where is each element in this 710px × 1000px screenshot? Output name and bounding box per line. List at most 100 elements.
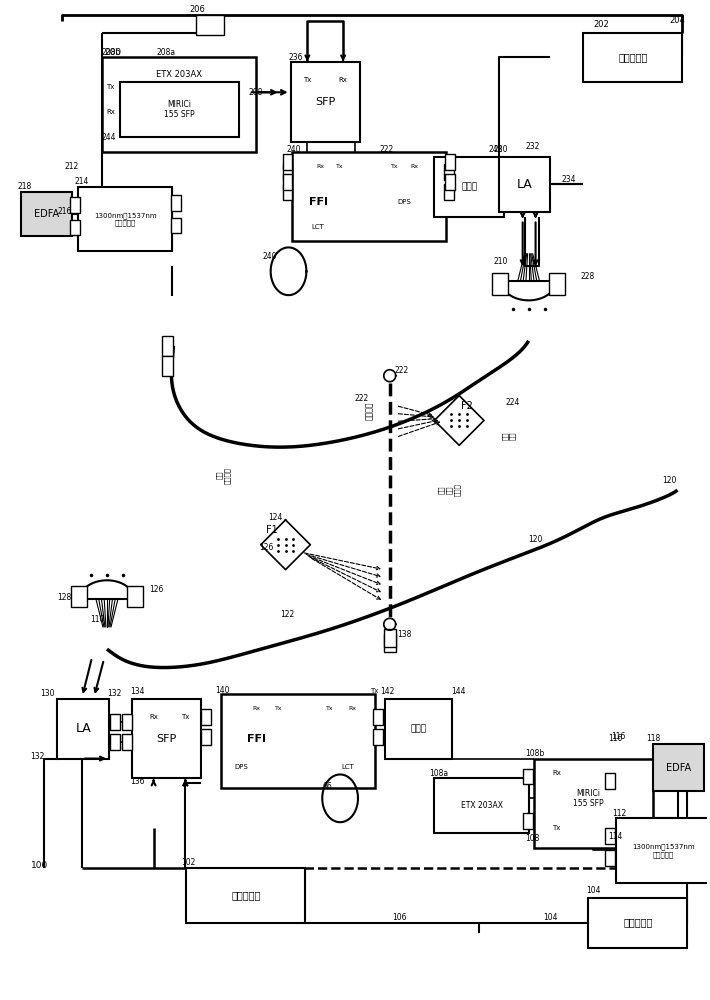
Text: 208a: 208a bbox=[157, 48, 175, 57]
Text: 240: 240 bbox=[263, 252, 277, 261]
Bar bbox=[122, 714, 132, 730]
Text: 222: 222 bbox=[395, 366, 409, 375]
Text: 216: 216 bbox=[58, 207, 72, 216]
Bar bbox=[58, 699, 109, 759]
Bar bbox=[444, 164, 454, 180]
Bar bbox=[444, 184, 454, 200]
Bar bbox=[605, 850, 615, 866]
Text: 120: 120 bbox=[529, 535, 543, 544]
Text: 222: 222 bbox=[380, 145, 394, 154]
Bar bbox=[127, 586, 143, 607]
Bar bbox=[605, 828, 615, 844]
Text: 116: 116 bbox=[611, 732, 626, 741]
Text: FFI: FFI bbox=[247, 734, 266, 744]
Text: 234: 234 bbox=[562, 175, 576, 184]
Text: 112: 112 bbox=[612, 809, 626, 818]
Text: MIRICi
155 SFP: MIRICi 155 SFP bbox=[573, 789, 604, 808]
Text: Rx: Rx bbox=[316, 164, 324, 169]
Bar bbox=[201, 729, 211, 745]
Bar bbox=[523, 813, 532, 829]
Bar bbox=[435, 778, 529, 833]
Bar bbox=[523, 768, 532, 784]
Bar bbox=[110, 714, 120, 730]
Bar bbox=[652, 744, 704, 791]
Text: 224: 224 bbox=[506, 398, 520, 407]
Text: 242: 242 bbox=[489, 145, 503, 154]
Text: 114: 114 bbox=[608, 832, 623, 841]
Text: 142: 142 bbox=[380, 687, 394, 696]
Bar bbox=[445, 174, 455, 190]
Text: EDFA: EDFA bbox=[666, 763, 691, 773]
Bar bbox=[492, 273, 508, 295]
Text: 202: 202 bbox=[593, 20, 609, 29]
Text: 自由
空间
光信号: 自由 空间 光信号 bbox=[438, 484, 460, 496]
Text: 108a: 108a bbox=[430, 769, 449, 778]
Bar bbox=[499, 157, 550, 212]
Bar bbox=[110, 734, 120, 750]
Text: 漏流
效应: 漏流 效应 bbox=[502, 431, 516, 440]
Text: 130: 130 bbox=[40, 689, 55, 698]
Bar bbox=[102, 57, 256, 152]
Bar bbox=[445, 154, 455, 170]
Bar bbox=[196, 15, 224, 35]
Text: 106: 106 bbox=[392, 913, 406, 922]
Text: 1300nm至1537nm
波长转换器: 1300nm至1537nm 波长转换器 bbox=[632, 843, 694, 858]
Text: 232: 232 bbox=[525, 142, 540, 151]
Text: SFP: SFP bbox=[156, 734, 177, 744]
Bar bbox=[549, 273, 565, 295]
Text: 208: 208 bbox=[248, 88, 263, 97]
Text: Tx: Tx bbox=[106, 84, 114, 90]
Text: 122: 122 bbox=[280, 610, 295, 619]
Text: 遥测处理器: 遥测处理器 bbox=[623, 918, 652, 928]
Bar bbox=[21, 192, 72, 236]
Text: 衰落效应: 衰落效应 bbox=[366, 401, 374, 420]
Text: EDFA: EDFA bbox=[34, 209, 59, 219]
Text: Rx: Rx bbox=[253, 706, 261, 711]
Text: 126: 126 bbox=[150, 585, 164, 594]
Text: 212: 212 bbox=[65, 162, 79, 171]
Text: Tx: Tx bbox=[337, 164, 344, 169]
Text: Tx: Tx bbox=[327, 706, 334, 711]
Text: Rx: Rx bbox=[552, 770, 561, 776]
Text: 140: 140 bbox=[215, 686, 229, 695]
Text: 210: 210 bbox=[494, 257, 508, 266]
Text: 132: 132 bbox=[107, 689, 121, 698]
Text: 1300nm至1537nm
波长转换器: 1300nm至1537nm 波长转换器 bbox=[94, 212, 157, 226]
Bar bbox=[283, 174, 293, 190]
Text: 230: 230 bbox=[494, 145, 508, 154]
Bar bbox=[534, 759, 652, 848]
Bar bbox=[435, 157, 504, 217]
Bar bbox=[588, 898, 687, 948]
Text: FFI: FFI bbox=[309, 197, 328, 207]
Text: Tx: Tx bbox=[391, 164, 398, 169]
Text: 134: 134 bbox=[130, 687, 144, 696]
Bar bbox=[616, 818, 710, 883]
Text: 108b: 108b bbox=[525, 749, 545, 758]
Text: 244: 244 bbox=[102, 133, 116, 142]
Text: 120: 120 bbox=[662, 476, 677, 485]
Text: DPS: DPS bbox=[398, 199, 412, 205]
Text: ETX 203AX: ETX 203AX bbox=[461, 801, 503, 810]
Bar bbox=[293, 152, 447, 241]
Bar bbox=[132, 699, 201, 778]
Text: LCT: LCT bbox=[312, 224, 324, 230]
Text: 118: 118 bbox=[645, 734, 660, 743]
Text: 104: 104 bbox=[586, 886, 601, 895]
Text: 136: 136 bbox=[130, 777, 144, 786]
Text: 236: 236 bbox=[288, 53, 303, 62]
Text: 222: 222 bbox=[354, 394, 368, 403]
Text: 自由
空间物体: 自由 空间物体 bbox=[216, 467, 230, 484]
Bar bbox=[162, 336, 173, 356]
Text: 204: 204 bbox=[670, 16, 685, 25]
Text: 240: 240 bbox=[287, 145, 301, 154]
Bar bbox=[122, 734, 132, 750]
Text: 104: 104 bbox=[544, 913, 558, 922]
Text: 126: 126 bbox=[258, 543, 273, 552]
Bar bbox=[283, 164, 293, 180]
Text: Tx: Tx bbox=[181, 714, 190, 720]
Text: MIRICi
155 SFP: MIRICi 155 SFP bbox=[164, 100, 195, 119]
Text: 102: 102 bbox=[181, 858, 196, 867]
Text: SFP: SFP bbox=[315, 97, 335, 107]
Text: 遥测处理器: 遥测处理器 bbox=[618, 52, 648, 62]
Text: 138: 138 bbox=[398, 630, 412, 639]
